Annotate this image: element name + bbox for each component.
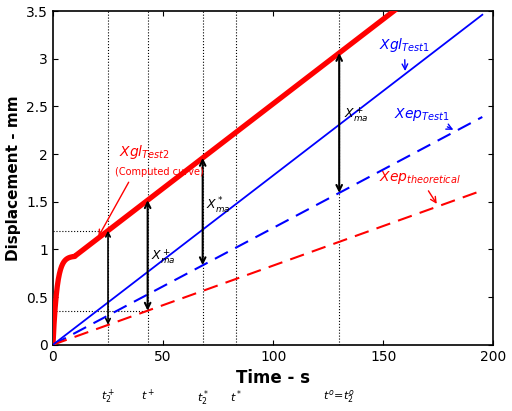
Text: $Xgl_{Test2}$: $Xgl_{Test2}$ [119,143,170,161]
Text: $t^+$: $t^+$ [140,388,155,403]
Text: $t_2^*$: $t_2^*$ [197,388,209,408]
Text: $X^+_{ma}$: $X^+_{ma}$ [151,247,175,266]
Text: $Xep_{theoretical}$: $Xep_{theoretical}$ [379,169,461,203]
X-axis label: Time - s: Time - s [236,369,310,387]
Text: (Computed curve): (Computed curve) [115,167,203,177]
Text: $X^*_{ma}$: $X^*_{ma}$ [206,196,230,216]
Y-axis label: Displacement - mm: Displacement - mm [6,95,20,261]
Text: $t^*$: $t^*$ [229,388,242,405]
Text: $Xgl_{Test1}$: $Xgl_{Test1}$ [379,36,430,69]
Text: $t_2^+$: $t_2^+$ [101,388,115,406]
Text: $X^+_{ma}$: $X^+_{ma}$ [344,105,368,124]
Text: $t^o\!=\!t_2^o$: $t^o\!=\!t_2^o$ [323,388,355,405]
Text: $Xep_{Test1}$: $Xep_{Test1}$ [394,106,452,129]
